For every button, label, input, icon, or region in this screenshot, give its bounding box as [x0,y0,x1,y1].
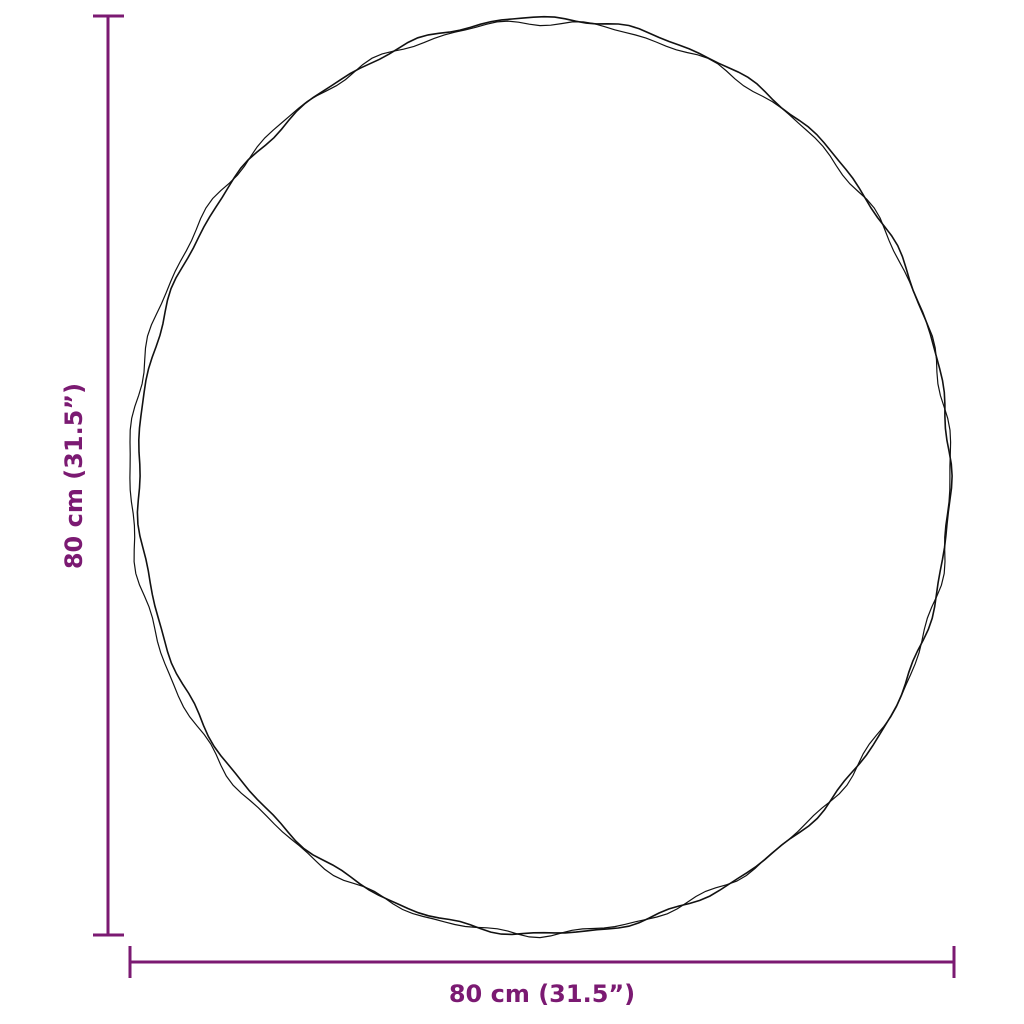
width-label: 80 cm (31.5”) [449,980,635,1008]
round-mirror-outline [136,15,953,936]
height-dimension-line [93,14,124,937]
width-dimension-line [128,946,956,978]
mirror-edge-outline [129,20,952,939]
height-label: 80 cm (31.5”) [60,383,88,569]
